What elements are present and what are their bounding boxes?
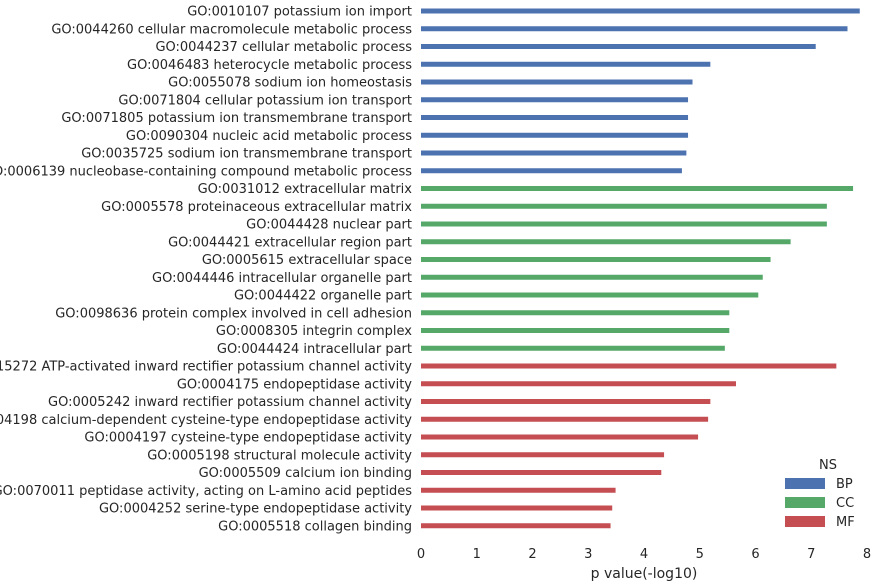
y-tick-label: GO:0044428 nuclear part — [246, 218, 412, 233]
legend-swatch-mf — [785, 516, 825, 527]
y-tick-label: GO:0004175 endopeptidase activity — [177, 377, 412, 392]
y-tick-label: GO:0044424 intracellular part — [217, 342, 412, 357]
bar-bp — [421, 150, 687, 156]
bar-bp — [421, 44, 816, 49]
y-tick-label: GO:0044422 organelle part — [234, 289, 412, 304]
bar-mf — [421, 363, 837, 369]
bar-bp — [421, 115, 689, 120]
y-tick-label: GO:0070011 peptidase activity, acting on… — [0, 484, 412, 499]
y-tick-label: GO:0044421 extracellular region part — [168, 235, 412, 250]
x-axis-ticks: 0 1 2 3 4 5 6 7 8 — [417, 547, 871, 562]
y-tick-label: GO:0044446 intracellular organelle part — [152, 271, 412, 286]
bar-bp — [421, 97, 689, 103]
bar-cc — [421, 186, 854, 191]
bar-cc — [421, 257, 771, 262]
legend-label-bp: BP — [836, 477, 853, 492]
bar-bp — [421, 168, 682, 174]
y-tick-label: GO:0005198 structural molecule activity — [147, 448, 412, 463]
y-tick-label: GO:0005518 collagen binding — [218, 519, 412, 534]
x-tick-label: 6 — [751, 547, 759, 562]
y-tick-label: GO:0015272 ATP-activated inward rectifie… — [0, 360, 412, 375]
y-tick-label: GO:0008305 integrin complex — [216, 324, 412, 339]
y-tick-label: GO:0005615 extracellular space — [202, 253, 412, 268]
bar-mf — [421, 523, 611, 529]
bar-cc — [421, 310, 730, 316]
x-tick-label: 5 — [696, 547, 704, 562]
y-tick-label: GO:0005509 calcium ion binding — [199, 466, 412, 481]
y-tick-label: GO:0035725 sodium ion transmembrane tran… — [81, 147, 412, 162]
bar-cc — [421, 274, 763, 280]
legend-label-cc: CC — [836, 496, 854, 511]
y-tick-label: GO:0098636 protein complex involved in c… — [55, 306, 412, 321]
bar-bp — [421, 61, 711, 67]
bar-mf — [421, 416, 709, 422]
bar-bp — [421, 132, 689, 138]
y-tick-label: GO:0010107 potassium ion import — [187, 5, 412, 20]
y-tick-label: GO:0005578 proteinaceous extracellular m… — [101, 200, 412, 215]
bar-bp — [421, 8, 860, 14]
y-tick-label: GO:0055078 sodium ion homeostasis — [168, 76, 412, 91]
legend: NS BP CC MF — [785, 458, 855, 530]
y-tick-label: GO:0031012 extracellular matrix — [198, 182, 413, 197]
y-tick-label: GO:0004252 serine-type endopeptidase act… — [99, 502, 412, 517]
bar-cc — [421, 203, 827, 209]
bar-cc — [421, 328, 730, 333]
x-tick-label: 0 — [417, 547, 425, 562]
bar-mf — [421, 399, 711, 404]
bar-cc — [421, 345, 725, 351]
legend-title: NS — [819, 458, 837, 473]
y-tick-label: GO:0044260 cellular macromolecule metabo… — [51, 22, 412, 37]
bar-cc — [421, 239, 791, 245]
bar-cc — [421, 221, 827, 227]
x-axis-label: p value(-log10) — [591, 566, 698, 582]
x-tick-label: 1 — [473, 547, 481, 562]
x-tick-label: 4 — [640, 547, 648, 562]
legend-label-mf: MF — [836, 515, 855, 530]
bars-group — [421, 8, 860, 529]
y-tick-label: GO:0046483 heterocycle metabolic process — [127, 58, 412, 73]
y-tick-label: GO:0090304 nucleic acid metabolic proces… — [126, 129, 412, 144]
bar-mf — [421, 434, 699, 440]
y-tick-label: GO:0044237 cellular metabolic process — [155, 40, 412, 55]
y-tick-label: GO:0071804 cellular potassium ion transp… — [118, 93, 412, 108]
y-axis-labels: GO:0010107 potassium ion import GO:004426… — [0, 5, 412, 535]
bar-cc — [421, 292, 759, 298]
y-tick-label: GO:0006139 nucleobase-containing compoun… — [0, 164, 412, 179]
bar-bp — [421, 26, 848, 32]
legend-swatch-cc — [785, 497, 825, 508]
y-tick-label: GO:0004197 cysteine-type endopeptidase a… — [84, 431, 412, 446]
x-tick-label: 2 — [528, 547, 536, 562]
y-tick-label: GO:0071805 potassium ion transmembrane t… — [61, 111, 412, 126]
bar-bp — [421, 79, 693, 85]
y-tick-label: GO:0005242 inward rectifier potassium ch… — [48, 395, 412, 410]
x-tick-label: 8 — [863, 547, 871, 562]
bar-mf — [421, 505, 613, 511]
bar-mf — [421, 381, 736, 387]
bar-mf — [421, 470, 662, 475]
bar-mf — [421, 487, 616, 493]
x-tick-label: 3 — [584, 547, 592, 562]
legend-swatch-bp — [785, 478, 825, 489]
bar-mf — [421, 452, 665, 458]
y-tick-label: GO:0004198 calcium-dependent cysteine-ty… — [0, 413, 412, 428]
x-tick-label: 7 — [807, 547, 815, 562]
